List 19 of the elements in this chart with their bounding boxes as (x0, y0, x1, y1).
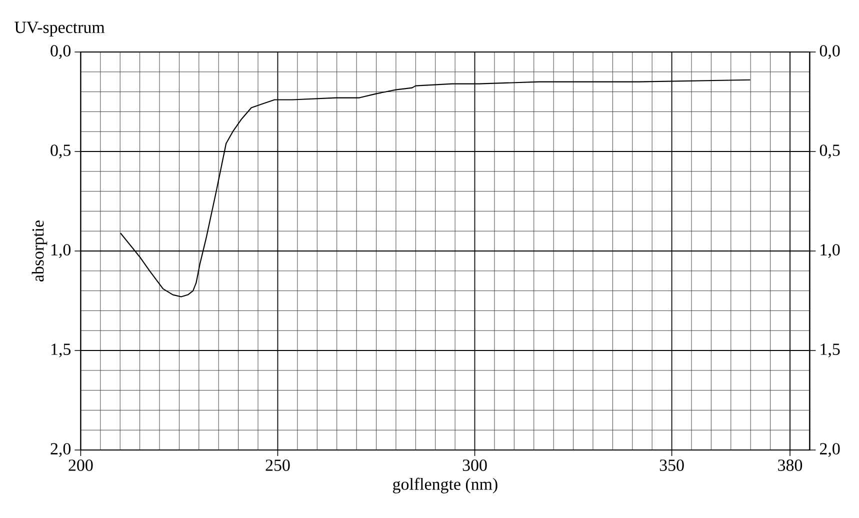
x-tick-label: 250 (266, 460, 290, 471)
y-tick-label: 0,5 (50, 144, 71, 158)
y2-tick-label: 2,0 (820, 443, 840, 457)
y2-tick-label: 0,5 (820, 144, 840, 158)
x-axis-title: golflengte (nm) (393, 478, 498, 494)
y-tick-label: 2,0 (50, 443, 71, 457)
chart-title: UV-spectrum (14, 22, 105, 37)
y-tick-label: 1,5 (51, 344, 71, 358)
line-series (120, 79, 751, 298)
y-axis-title: absorptie (32, 220, 48, 282)
x-tick-label: 200 (68, 460, 93, 471)
y2-tick-label: 0,0 (820, 45, 840, 59)
x-tick-label: 300 (462, 460, 487, 471)
x-tick-label: 350 (660, 460, 684, 471)
y2-tick-label: 1,5 (820, 344, 840, 358)
y2-tick-label: 1,0 (820, 244, 840, 258)
y-tick-label: 0,0 (50, 45, 71, 59)
x-tick-label: 380 (778, 460, 802, 471)
y-tick-label: 1,0 (51, 244, 71, 258)
